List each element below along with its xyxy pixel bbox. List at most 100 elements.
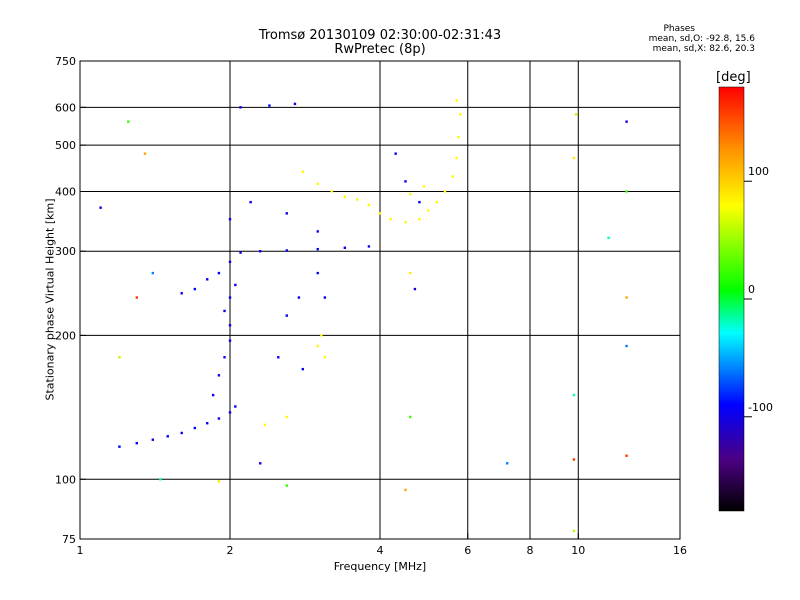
colorbar-unit: [deg]: [716, 70, 751, 85]
data-point: [455, 99, 458, 102]
data-point: [625, 344, 628, 348]
data-point: [217, 417, 221, 420]
data-point: [459, 113, 462, 116]
data-point: [422, 185, 426, 188]
data-point: [572, 393, 576, 397]
data-point: [205, 422, 209, 425]
data-point: [394, 152, 397, 155]
data-point: [607, 236, 610, 240]
data-point: [625, 454, 628, 457]
data-point: [151, 271, 155, 275]
data-point: [572, 529, 576, 533]
data-point: [239, 106, 242, 109]
data-point: [457, 135, 460, 139]
y-ticks: 75 100 200 300 400 500 600 750: [55, 55, 86, 546]
data-point: [625, 296, 628, 299]
data-point: [268, 104, 271, 107]
x-tick-label: 6: [464, 544, 471, 557]
phases-label: Phases: [663, 24, 695, 34]
data-point: [427, 209, 430, 212]
data-point: [285, 249, 288, 252]
data-point: [320, 334, 323, 337]
data-point: [127, 120, 130, 123]
data-point: [323, 356, 327, 359]
data-point: [259, 250, 262, 253]
colorbar-tick-label: 100: [748, 165, 769, 178]
data-point: [409, 415, 412, 419]
data-point: [572, 156, 576, 160]
data-point: [239, 251, 242, 254]
y-tick-label: 750: [55, 55, 76, 68]
colorbar-tick-label: -100: [748, 401, 773, 414]
data-point: [285, 212, 288, 215]
data-point: [404, 221, 407, 224]
x-axis-label: Frequency [MHz]: [333, 560, 427, 573]
data-point: [404, 180, 407, 183]
data-point: [228, 260, 232, 264]
data-point: [228, 296, 232, 299]
data-point: [180, 292, 183, 295]
data-point: [293, 102, 297, 106]
data-point: [285, 484, 288, 487]
data-point: [217, 480, 221, 483]
data-point: [285, 415, 288, 419]
phases-x-stats: mean, sd,X: 82.6, 20.3: [652, 44, 755, 54]
data-point: [193, 426, 197, 430]
x-tick-label: 8: [527, 544, 534, 557]
data-point: [228, 324, 232, 327]
data-point: [217, 271, 221, 275]
data-point: [223, 309, 226, 313]
data-point: [389, 218, 392, 221]
y-tick-label: 75: [62, 533, 76, 546]
data-point: [505, 462, 509, 465]
x-ticks: 1 2 4 6 8 10 16: [77, 533, 687, 557]
data-point: [316, 271, 319, 275]
y-tick-label: 300: [55, 245, 76, 258]
data-point: [228, 339, 232, 342]
data-point: [249, 200, 252, 204]
data-point: [355, 198, 359, 201]
y-tick-label: 500: [55, 139, 76, 152]
data-point: [316, 247, 319, 251]
data-point: [217, 374, 221, 377]
data-point: [228, 218, 232, 221]
data-point: [409, 271, 412, 275]
data-point: [205, 278, 209, 281]
data-point: [143, 152, 147, 155]
data-point: [404, 488, 407, 492]
data-point: [574, 113, 578, 116]
data-point: [228, 411, 232, 414]
data-point: [435, 200, 438, 204]
chart-title: Tromsø 20130109 02:30:00-02:31:43: [258, 28, 502, 43]
data-point: [343, 195, 347, 198]
data-point: [443, 190, 447, 193]
data-point: [330, 190, 333, 193]
x-tick-label: 10: [571, 544, 585, 557]
data-point: [418, 218, 421, 221]
data-point: [263, 423, 267, 427]
y-tick-label: 400: [55, 185, 76, 198]
data-point: [316, 182, 319, 186]
colorbar-tick-label: 0: [748, 283, 755, 296]
x-tick-label: 1: [77, 544, 84, 557]
phases-o-stats: mean, sd,O: -92.8, 15.6: [648, 34, 755, 44]
colorbar: [719, 87, 744, 511]
x-tick-label: 2: [227, 544, 234, 557]
data-point: [323, 296, 327, 299]
data-point: [277, 356, 280, 359]
y-tick-label: 200: [55, 329, 76, 342]
chart-subtitle: RwPretec (8p): [334, 42, 426, 57]
data-point: [151, 438, 155, 441]
data-point: [572, 458, 576, 461]
grid-lines: [80, 61, 680, 539]
data-point: [118, 356, 121, 359]
data-point: [234, 405, 237, 408]
data-point: [378, 212, 382, 215]
data-point: [159, 478, 162, 481]
data-point: [297, 296, 301, 299]
data-point: [343, 246, 347, 249]
data-point: [166, 435, 169, 438]
data-point: [259, 462, 262, 465]
data-point: [301, 367, 305, 371]
